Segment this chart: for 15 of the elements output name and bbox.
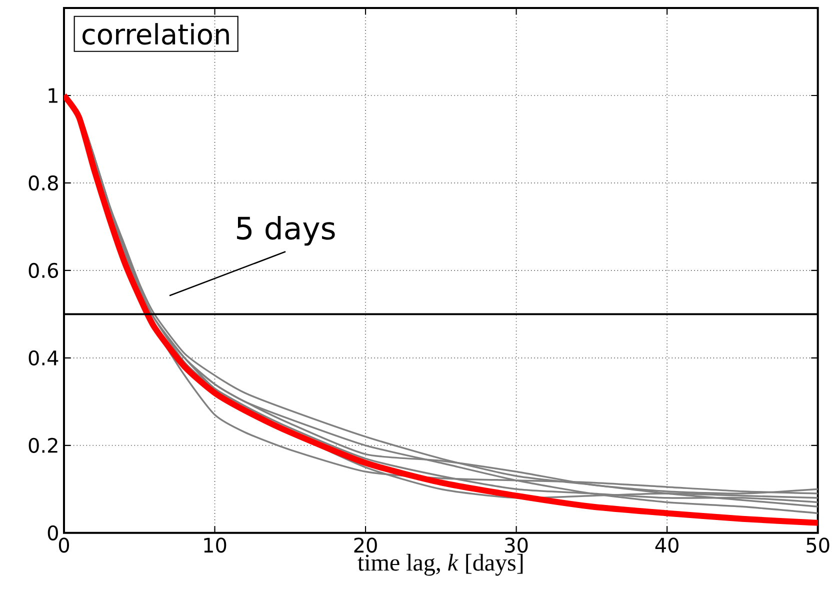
- x-tick-label: 0: [58, 538, 70, 553]
- y-tick-label: 1: [48, 88, 58, 103]
- x-tick-label: 30: [505, 538, 528, 553]
- x-tick-label: 50: [806, 538, 830, 553]
- x-tick-label: 20: [354, 538, 377, 553]
- y-tick-label: 0: [48, 525, 58, 541]
- chart-title: correlation: [82, 23, 229, 45]
- x-axis-title: time lag, k [days]: [358, 554, 523, 576]
- y-tick-label: 0.2: [28, 438, 58, 454]
- y-tick-label: 0.8: [28, 175, 58, 191]
- x-tick-label: 10: [204, 538, 226, 553]
- y-tick-label: 0.4: [28, 350, 58, 366]
- x-tick-label: 40: [655, 538, 678, 553]
- y-tick-label: 0.6: [28, 262, 58, 278]
- annotation: 5 days: [237, 216, 335, 246]
